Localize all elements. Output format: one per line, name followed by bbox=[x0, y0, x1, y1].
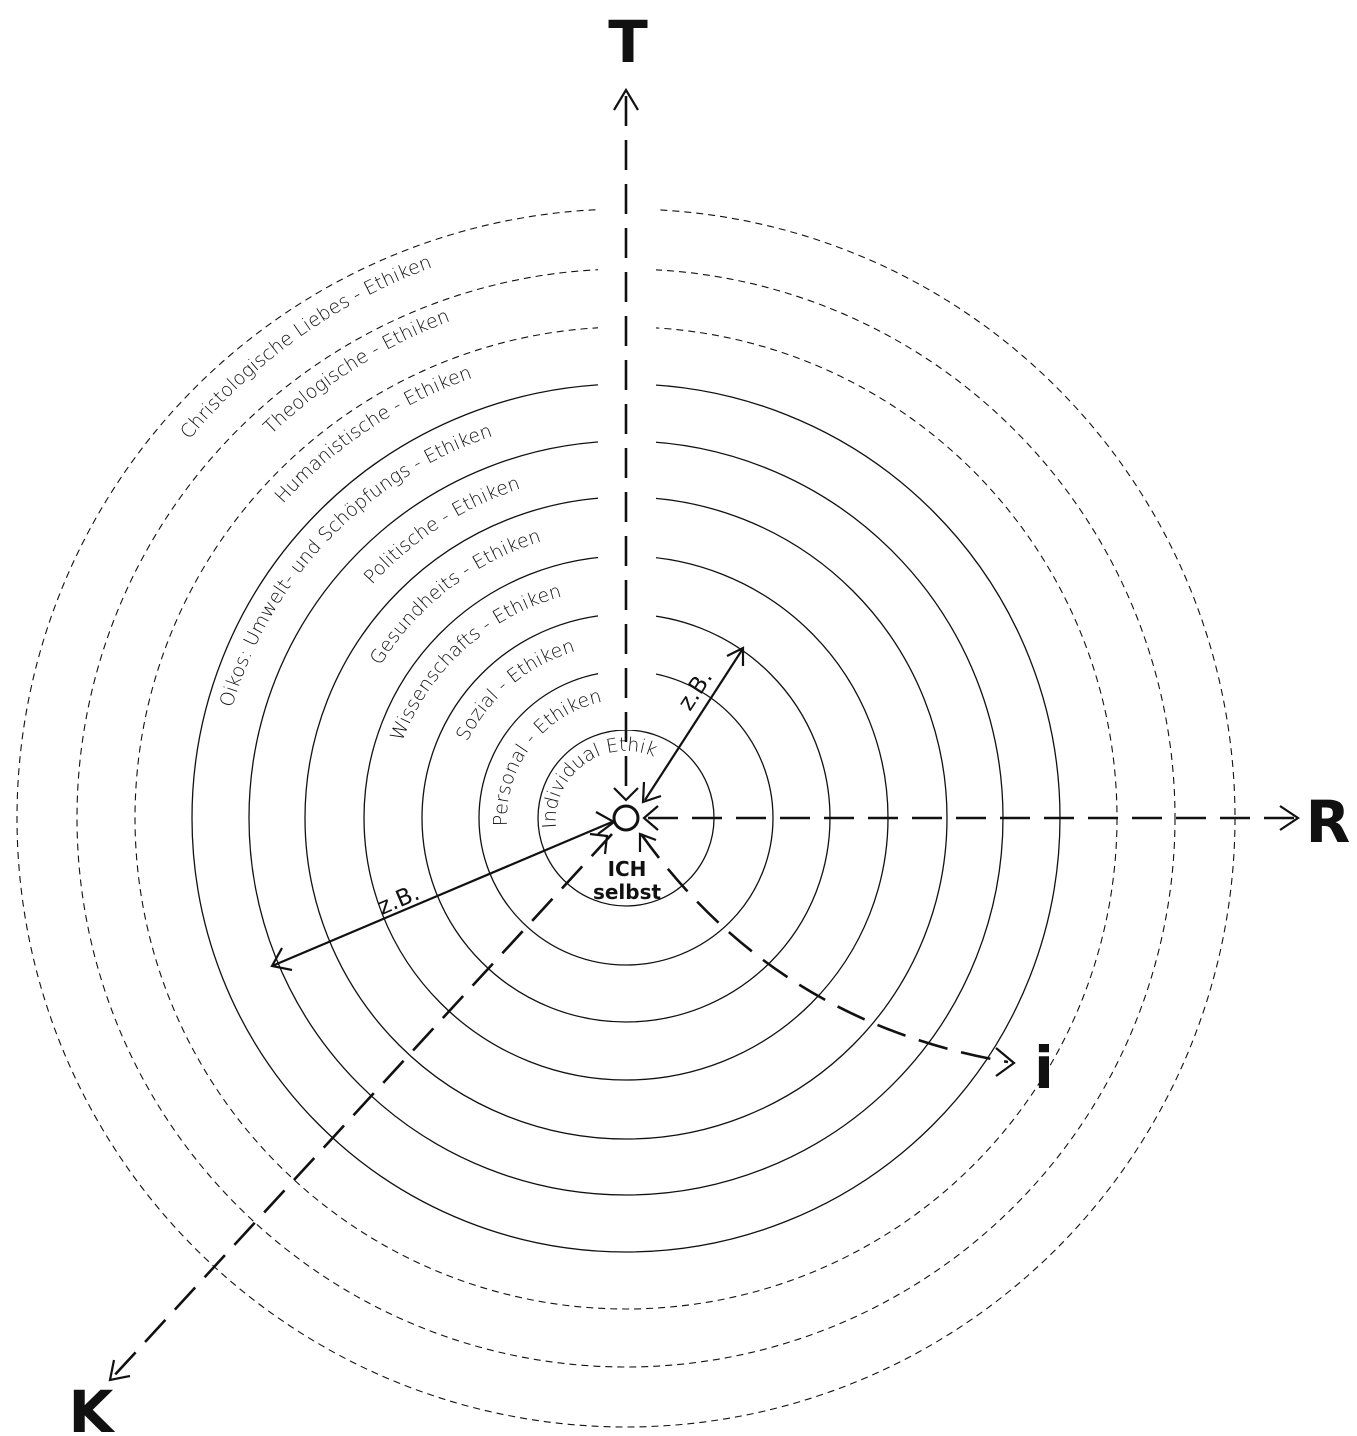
axis-t-arrowhead bbox=[613, 87, 639, 111]
axis-r-arrowhead bbox=[1279, 805, 1300, 831]
example-arrow-upper bbox=[644, 649, 743, 801]
axis-i-curve bbox=[639, 833, 1009, 1064]
example-label-upper: z.B. bbox=[673, 665, 718, 715]
axis-label-r: R bbox=[1306, 788, 1351, 856]
center-node bbox=[612, 804, 640, 832]
axis-label-i: i bbox=[1034, 1034, 1054, 1102]
example-arrow-lower-head-out bbox=[270, 947, 293, 972]
center-label-ich: ICH bbox=[608, 857, 647, 881]
center-arrow-top bbox=[613, 787, 639, 802]
axis-i-arrowhead bbox=[995, 1047, 1016, 1077]
axis-label-t: T bbox=[608, 8, 648, 76]
center-arrow-right bbox=[642, 805, 659, 831]
ring-labels: Individual Ethik Personal - Ethiken Sozi… bbox=[176, 251, 660, 829]
example-arrow-upper-head-out bbox=[726, 646, 745, 666]
example-arrow-lower bbox=[271, 820, 613, 968]
example-arrow-lower-head-in bbox=[595, 811, 617, 835]
axis-k-line bbox=[111, 833, 613, 1379]
center-arrow-lower-right bbox=[638, 832, 657, 852]
axis-label-k: K bbox=[69, 1378, 116, 1436]
axis-k-arrowhead bbox=[108, 1359, 131, 1382]
example-label-lower: z.B. bbox=[374, 880, 423, 921]
label-sozial: Sozial - Ethiken bbox=[452, 635, 577, 744]
example-arrow-upper-head-in bbox=[641, 781, 662, 804]
center-label-selbst: selbst bbox=[593, 880, 662, 904]
center-arrow-lower-left bbox=[589, 832, 609, 855]
